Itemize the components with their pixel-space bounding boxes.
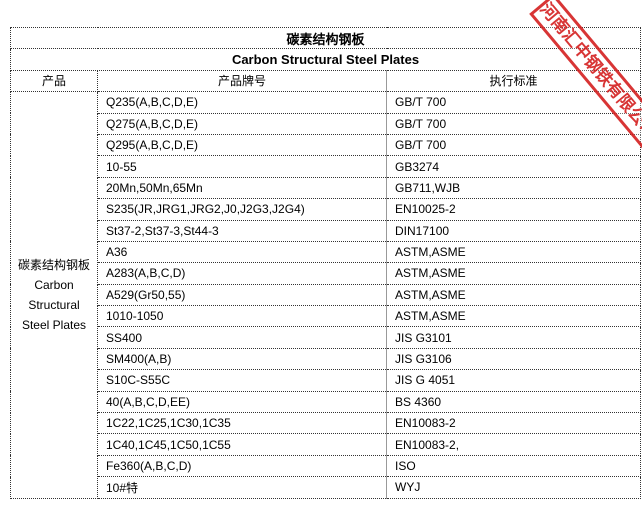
grade-cell: Q235(A,B,C,D,E) xyxy=(97,91,387,114)
steel-plates-table: 碳素结构钢板 Carbon Structural Steel Plates 产品… xyxy=(10,26,641,499)
grade-cell: St37-2,St37-3,St44-3 xyxy=(97,219,387,242)
grade-cell: 10-55 xyxy=(97,155,387,178)
standard-cell: WYJ xyxy=(386,476,641,499)
grade-cell: Fe360(A,B,C,D) xyxy=(97,454,387,478)
standard-cell: JIS G 4051 xyxy=(386,369,641,392)
header-product: 产品 xyxy=(10,69,98,93)
table-row: S235(JR,JRG1,JRG2,J0,J2G3,J2G4) EN10025-2 xyxy=(11,198,641,221)
grade-cell: SM400(A,B) xyxy=(97,347,387,371)
grade-cell: 40(A,B,C,D,EE) xyxy=(97,390,387,414)
standard-cell: ASTM,ASME xyxy=(386,283,641,307)
table-row: A36 ASTM,ASME xyxy=(11,240,641,264)
grade-cell: 1010-1050 xyxy=(97,305,387,328)
standard-cell: GB711,WJB xyxy=(386,176,641,200)
standard-cell: ASTM,ASME xyxy=(386,240,641,264)
table-row: Q295(A,B,C,D,E) GB/T 700 xyxy=(11,133,641,157)
standard-cell: ASTM,ASME xyxy=(386,305,641,328)
standard-cell: GB/T 700 xyxy=(386,133,641,157)
table-row: 10-55 GB3274 xyxy=(11,155,641,178)
standard-cell: ISO xyxy=(386,454,641,478)
table-row: 1010-1050 ASTM,ASME xyxy=(11,305,641,328)
table-row: St37-2,St37-3,St44-3 DIN17100 xyxy=(11,219,641,242)
table-row: 1C22,1C25,1C30,1C35 EN10083-2 xyxy=(11,412,641,435)
grade-cell: 20Mn,50Mn,65Mn xyxy=(97,176,387,200)
grade-cell: Q295(A,B,C,D,E) xyxy=(97,133,387,157)
standard-cell: JIS G3101 xyxy=(386,326,641,349)
grade-cell: 1C22,1C25,1C30,1C35 xyxy=(97,412,387,435)
table-row: 10#特 WYJ xyxy=(11,476,641,499)
table-row: 碳素结构钢板 Carbon Structural Steel Plates Q23… xyxy=(10,91,641,499)
grade-cell: Q275(A,B,C,D,E) xyxy=(97,112,387,135)
table-row: A283(A,B,C,D) ASTM,ASME xyxy=(11,262,641,285)
standard-cell: EN10083-2 xyxy=(386,412,641,435)
grade-cell: SS400 xyxy=(97,326,387,349)
header-grade: 产品牌号 xyxy=(97,69,387,93)
table-row: 20Mn,50Mn,65Mn GB711,WJB xyxy=(11,176,641,200)
grade-cell: A529(Gr50,55) xyxy=(97,283,387,307)
table-row: Fe360(A,B,C,D) ISO xyxy=(11,454,641,478)
grade-cell: 1C40,1C45,1C50,1C55 xyxy=(97,433,387,456)
table-row: 40(A,B,C,D,EE) BS 4360 xyxy=(11,390,641,414)
standard-cell: GB/T 700 xyxy=(386,112,641,135)
standard-cell: DIN17100 xyxy=(386,219,641,242)
grade-cell: A283(A,B,C,D) xyxy=(97,262,387,285)
table-row: 1C40,1C45,1C50,1C55 EN10083-2, xyxy=(11,433,641,456)
product-cell: 碳素结构钢板 Carbon Structural Steel Plates xyxy=(10,91,98,499)
standard-cell: EN10083-2, xyxy=(386,433,641,456)
standard-cell: JIS G3106 xyxy=(386,347,641,371)
table-row: Q275(A,B,C,D,E) GB/T 700 xyxy=(11,112,641,135)
standard-cell: EN10025-2 xyxy=(386,198,641,221)
table-row: SM400(A,B) JIS G3106 xyxy=(11,347,641,371)
grade-cell: 10#特 xyxy=(97,476,387,499)
table-row: A529(Gr50,55) ASTM,ASME xyxy=(11,283,641,307)
grade-cell: S10C-S55C xyxy=(97,369,387,392)
standard-cell: ASTM,ASME xyxy=(386,262,641,285)
standard-cell: GB3274 xyxy=(386,155,641,178)
grade-cell: S235(JR,JRG1,JRG2,J0,J2G3,J2G4) xyxy=(97,198,387,221)
standard-cell: BS 4360 xyxy=(386,390,641,414)
table-row: SS400 JIS G3101 xyxy=(11,326,641,349)
table-row: S10C-S55C JIS G 4051 xyxy=(11,369,641,392)
grade-cell: A36 xyxy=(97,240,387,264)
table-subtitle: Carbon Structural Steel Plates xyxy=(10,48,641,71)
